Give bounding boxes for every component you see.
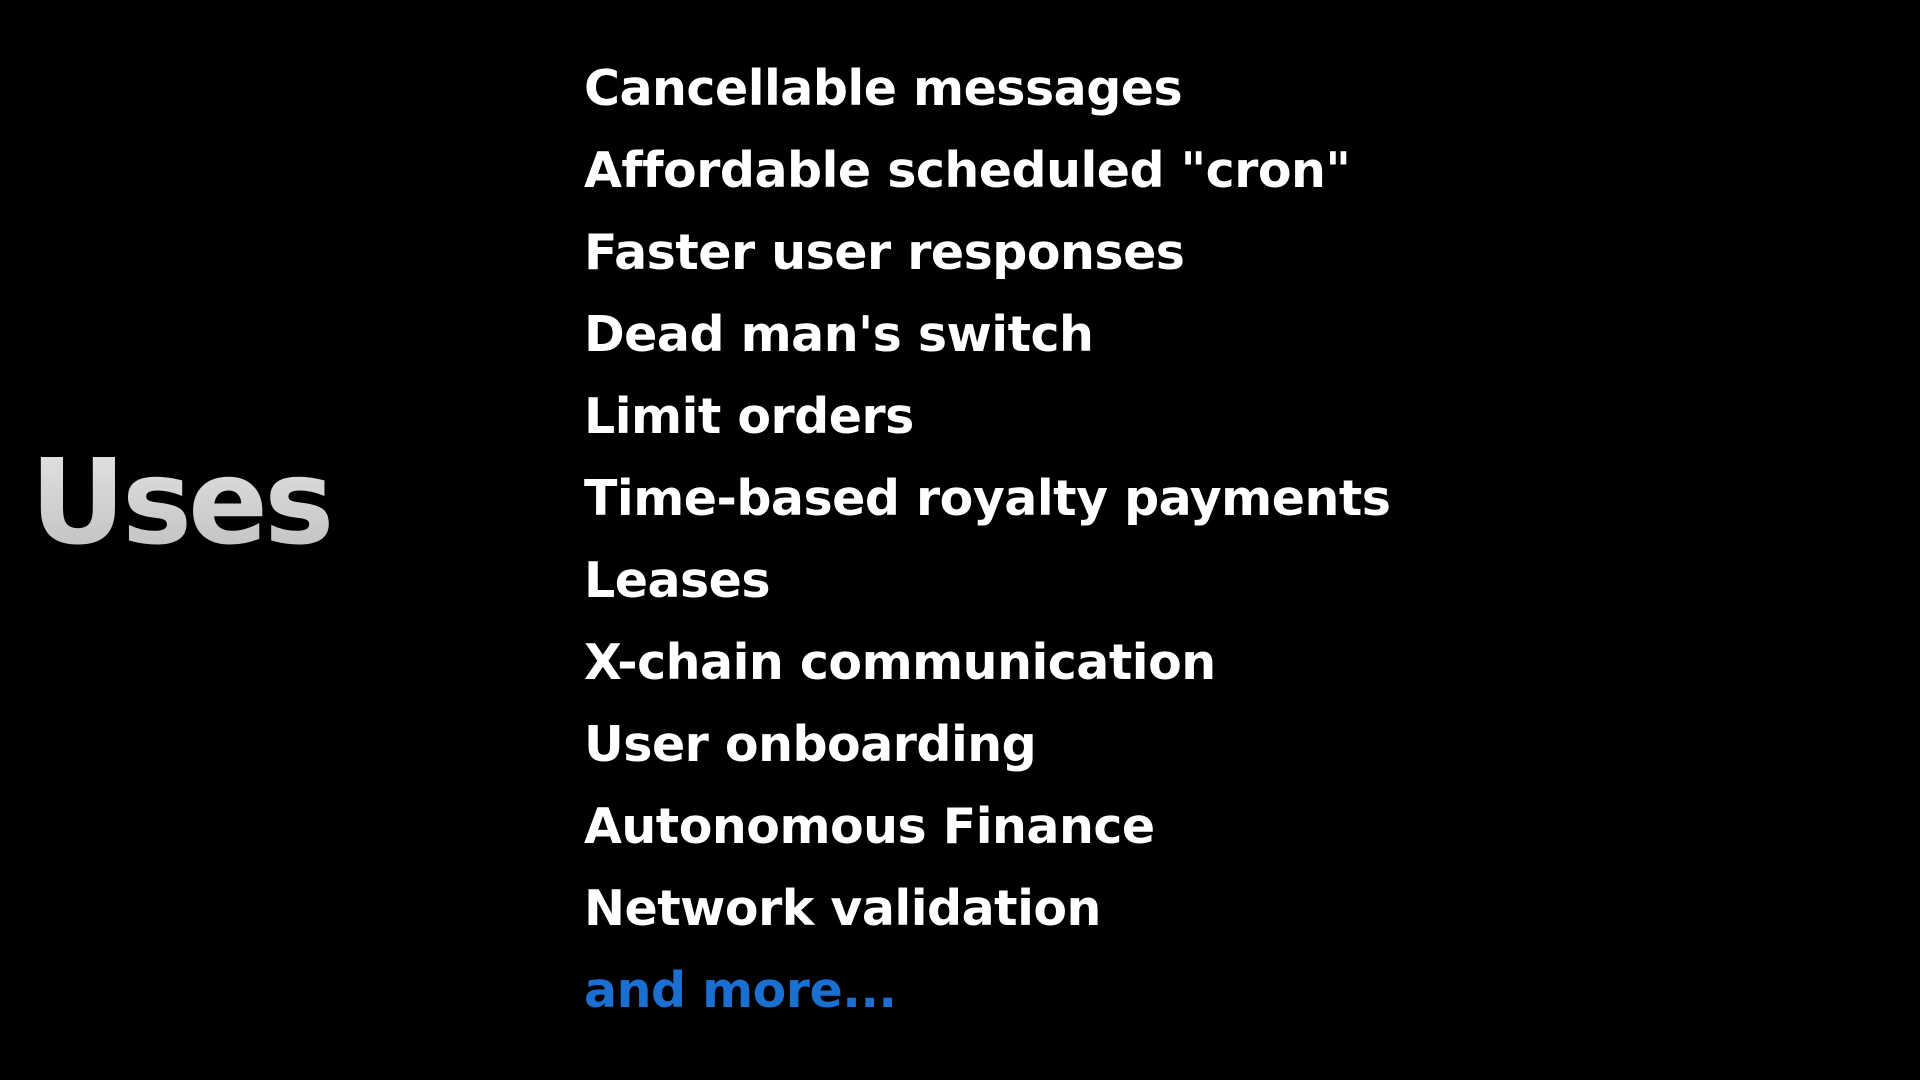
list-item-limit-orders: Limit orders	[584, 388, 914, 445]
slide-title: Uses	[30, 433, 334, 571]
list-item-network-validation: Network validation	[584, 880, 1101, 937]
list-item-x-chain-communication: X-chain communication	[584, 634, 1216, 691]
and-more-link[interactable]: and more...	[584, 962, 897, 1019]
list-item-dead-mans-switch: Dead man's switch	[584, 306, 1094, 363]
list-item-leases: Leases	[584, 552, 771, 609]
list-item-affordable-cron: Affordable scheduled "cron"	[584, 142, 1351, 199]
uses-list: Cancellable messages Affordable schedule…	[584, 48, 1391, 1032]
list-item-cancellable-messages: Cancellable messages	[584, 60, 1183, 117]
list-item-autonomous-finance: Autonomous Finance	[584, 798, 1155, 855]
list-item-user-onboarding: User onboarding	[584, 716, 1037, 773]
list-item-faster-user-responses: Faster user responses	[584, 224, 1185, 281]
list-item-royalty-payments: Time-based royalty payments	[584, 470, 1391, 527]
